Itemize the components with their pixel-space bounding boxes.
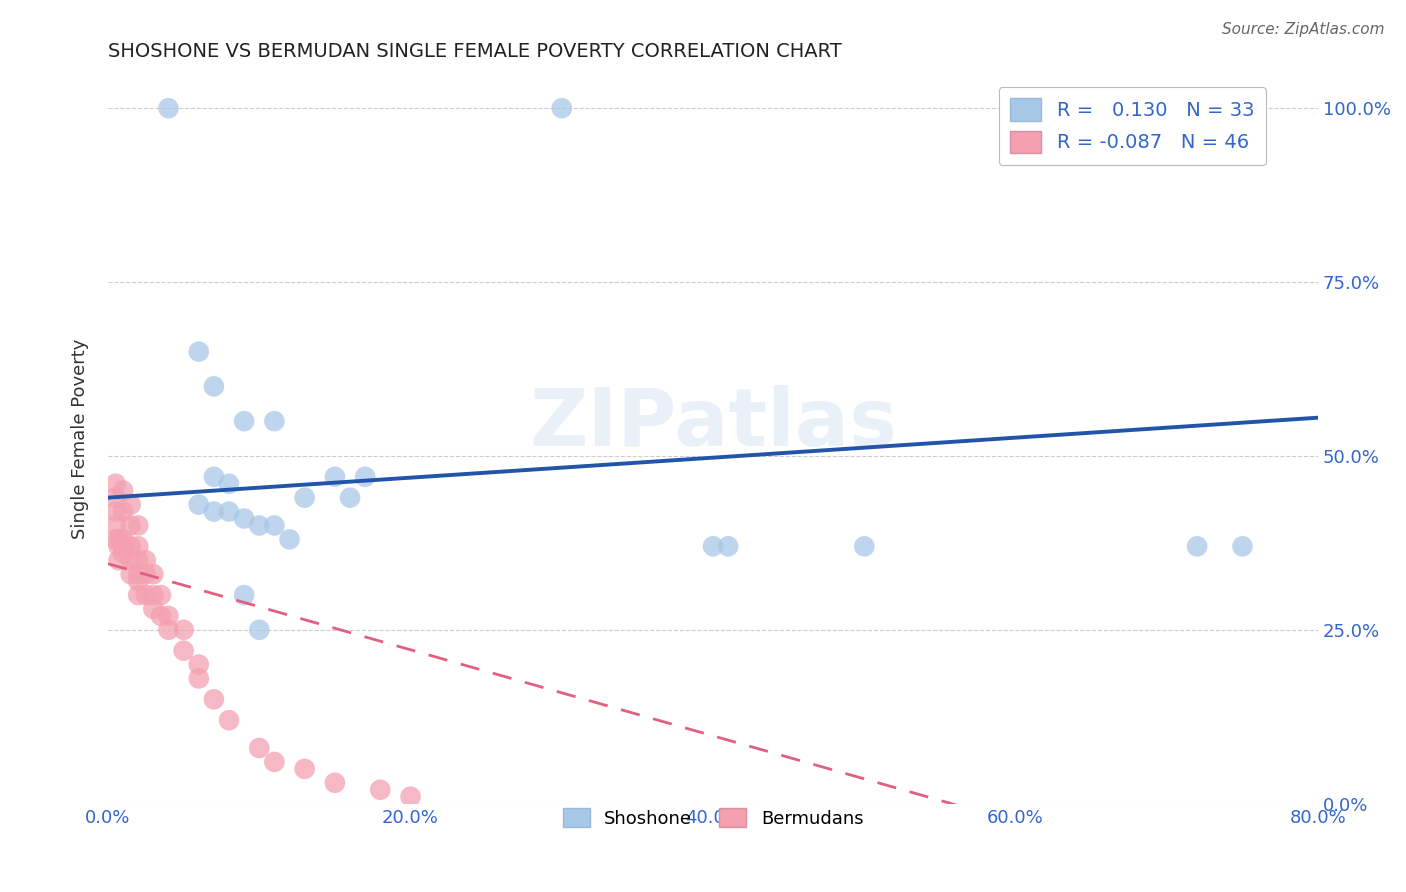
Point [135,588,157,602]
Point [107,539,129,553]
Point [120,539,142,553]
Point [323,776,346,790]
Point [1185,539,1208,553]
Point [247,623,270,637]
Point [120,567,142,582]
Point [142,602,165,616]
Point [107,533,129,547]
Point [104,518,127,533]
Point [149,588,172,602]
Point [853,539,876,553]
Point [104,504,127,518]
Point [218,476,240,491]
Point [187,672,209,686]
Point [187,344,209,359]
Point [127,553,149,567]
Point [233,588,256,602]
Point [127,518,149,533]
Point [202,692,225,706]
Point [120,553,142,567]
Point [247,518,270,533]
Text: Source: ZipAtlas.com: Source: ZipAtlas.com [1222,22,1385,37]
Point [233,414,256,428]
Point [263,518,285,533]
Point [127,539,149,553]
Point [202,470,225,484]
Point [368,782,391,797]
Point [202,379,225,393]
Legend: Shoshone, Bermudans: Shoshone, Bermudans [555,801,870,835]
Point [233,511,256,525]
Point [127,588,149,602]
Point [135,553,157,567]
Point [112,539,135,553]
Point [323,470,346,484]
Point [187,657,209,672]
Text: SHOSHONE VS BERMUDAN SINGLE FEMALE POVERTY CORRELATION CHART: SHOSHONE VS BERMUDAN SINGLE FEMALE POVER… [108,42,842,61]
Point [263,414,285,428]
Point [247,741,270,756]
Point [104,533,127,547]
Point [112,546,135,560]
Point [294,491,316,505]
Point [339,491,361,505]
Point [135,567,157,582]
Point [104,476,127,491]
Point [142,567,165,582]
Point [202,504,225,518]
Point [157,608,180,623]
Point [187,498,209,512]
Point [149,608,172,623]
Point [112,504,135,518]
Point [104,491,127,505]
Point [120,498,142,512]
Point [112,483,135,498]
Point [157,623,180,637]
Point [107,553,129,567]
Point [218,504,240,518]
Point [263,755,285,769]
Text: ZIPatlas: ZIPatlas [529,385,897,463]
Point [354,470,377,484]
Point [127,567,149,582]
Point [294,762,316,776]
Point [1232,539,1254,553]
Point [112,533,135,547]
Point [127,574,149,588]
Y-axis label: Single Female Poverty: Single Female Poverty [72,338,89,539]
Point [399,789,422,804]
Point [142,588,165,602]
Point [173,643,195,657]
Point [120,518,142,533]
Point [218,713,240,727]
Point [173,623,195,637]
Point [278,533,301,547]
Point [717,539,740,553]
Point [551,101,574,115]
Point [702,539,724,553]
Point [157,101,180,115]
